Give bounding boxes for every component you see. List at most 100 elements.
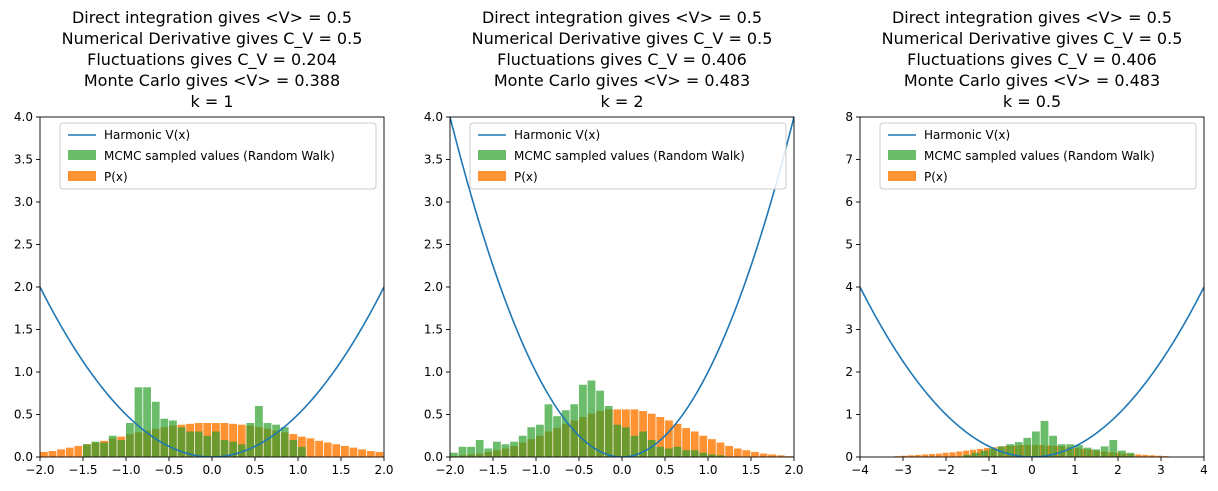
mcmc-bar — [220, 440, 229, 457]
mcmc-bar — [536, 424, 544, 457]
mcmc-bar — [194, 431, 203, 457]
p-bar — [57, 449, 65, 457]
p-bar — [358, 449, 366, 457]
p-bar — [673, 423, 682, 457]
mcmc-bar — [596, 390, 604, 457]
mcmc-bar — [229, 441, 237, 457]
legend-label-p: P(x) — [514, 170, 538, 184]
mcmc-bar — [1006, 444, 1014, 457]
mcmc-bar — [246, 423, 255, 457]
chart-panel-2: −2.0 −1.5 −1.0 −0.5 0.0 0.5 1.0 1.5 2.0 0.0 0.5 1.0… — [424, 8, 804, 477]
title-line: Monte Carlo gives <V> = 0.483 — [494, 71, 750, 90]
title-line: Fluctuations gives C_V = 0.204 — [87, 50, 337, 70]
mcmc-bar — [1014, 442, 1023, 457]
mcmc-bar — [980, 450, 989, 457]
y-tick-label: 4.0 — [14, 110, 33, 124]
chart-panel-1: −2.0 −1.5 −1.0 −0.5 0.0 0.5 1.0 1.5 2.0 0.0 0.5 1.0… — [14, 8, 394, 477]
p-bar — [1011, 445, 1018, 457]
x-tick-label: 0.0 — [612, 463, 631, 477]
title-line: Direct integration gives <V> = 0.5 — [892, 8, 1172, 27]
y-tick-label: 0.5 — [14, 408, 33, 422]
y-tick-label: 1.5 — [14, 323, 33, 337]
p-bar — [716, 442, 725, 457]
mcmc-bar — [1040, 420, 1049, 457]
mcmc-bar — [639, 431, 647, 457]
mcmc-bar — [989, 448, 997, 457]
x-tick-label: 3 — [1157, 463, 1165, 477]
mcmc-bar — [673, 446, 682, 457]
p-bar — [725, 445, 733, 457]
title-line: k = 2 — [600, 92, 643, 111]
x-tick-label: 2.0 — [784, 463, 803, 477]
p-bar — [956, 451, 963, 457]
legend: Harmonic V(x) MCMC sampled values (Random… — [469, 122, 787, 190]
x-tick-label: 1.0 — [288, 463, 307, 477]
mcmc-bar — [647, 440, 656, 457]
mcmc-bar — [186, 431, 194, 457]
y-tick-label: 3.5 — [424, 153, 443, 167]
mcmc-bar — [501, 444, 510, 457]
legend-label-line: Harmonic V(x) — [514, 128, 600, 142]
mcmc-bar — [475, 440, 484, 457]
p-bar — [976, 448, 984, 457]
title-line: Numerical Derivative gives C_V = 0.5 — [472, 29, 773, 49]
y-tick-label: 3.5 — [14, 153, 33, 167]
mcmc-bar — [298, 446, 306, 457]
legend-label-mcmc: MCMC sampled values (Random Walk) — [924, 149, 1155, 163]
x-tick-label: −2.0 — [435, 463, 464, 477]
p-bar — [1148, 455, 1156, 457]
mcmc-bar — [553, 416, 561, 457]
x-tick-label: −1 — [980, 463, 998, 477]
mcmc-bar — [289, 440, 298, 457]
mcmc-bar — [1092, 449, 1100, 457]
p-bar — [74, 445, 83, 457]
y-tick-label: 2 — [845, 365, 853, 379]
p-bar — [690, 431, 699, 457]
y-tick-label: 0.0 — [14, 450, 33, 464]
legend: Harmonic V(x) MCMC sampled values (Random… — [59, 122, 377, 190]
mcmc-bar — [151, 401, 160, 457]
y-tick-label: 0.5 — [424, 408, 443, 422]
x-tick-label: 2 — [1114, 463, 1122, 477]
mcmc-bar — [587, 380, 596, 457]
x-tick-label: 1.0 — [698, 463, 717, 477]
mcmc-bar — [682, 450, 690, 457]
y-tick-label: 1.0 — [14, 365, 33, 379]
mcmc-bar — [708, 454, 716, 457]
mcmc-bar — [1083, 447, 1092, 457]
p-bar — [921, 454, 928, 457]
mcmc-bar — [613, 424, 622, 457]
legend-p-swatch — [68, 171, 96, 181]
legend-label-p: P(x) — [104, 170, 128, 184]
legend-box — [469, 122, 787, 190]
mcmc-bar — [450, 452, 458, 457]
plot-area — [860, 286, 1204, 457]
mcmc-bar — [716, 455, 725, 457]
mcmc-bar — [971, 452, 980, 457]
x-tick-label: 0.5 — [245, 463, 264, 477]
p-bar — [332, 444, 341, 457]
mcmc-bar — [665, 448, 673, 457]
title-line: Numerical Derivative gives C_V = 0.5 — [882, 29, 1183, 49]
p-bar — [1142, 454, 1149, 457]
mcmc-bar — [544, 404, 553, 457]
p-bar — [915, 454, 922, 457]
p-bar — [901, 455, 908, 457]
x-tick-label: −2 — [937, 463, 955, 477]
title-line: k = 1 — [190, 92, 233, 111]
y-tick-label: 3.0 — [424, 195, 443, 209]
mcmc-bar — [690, 450, 699, 457]
y-tick-label: 0 — [845, 450, 853, 464]
mcmc-bar — [126, 423, 134, 457]
legend-label-line: Harmonic V(x) — [104, 128, 190, 142]
p-bar — [630, 409, 639, 457]
legend-mcmc-swatch — [888, 150, 916, 160]
y-tick-label: 4.0 — [424, 110, 443, 124]
legend-box — [879, 122, 1197, 190]
legend-p-swatch — [478, 171, 506, 181]
harmonic-line — [450, 117, 794, 457]
x-tick-label: 4 — [1200, 463, 1208, 477]
mcmc-bar — [1126, 452, 1135, 457]
p-bar — [665, 420, 673, 457]
